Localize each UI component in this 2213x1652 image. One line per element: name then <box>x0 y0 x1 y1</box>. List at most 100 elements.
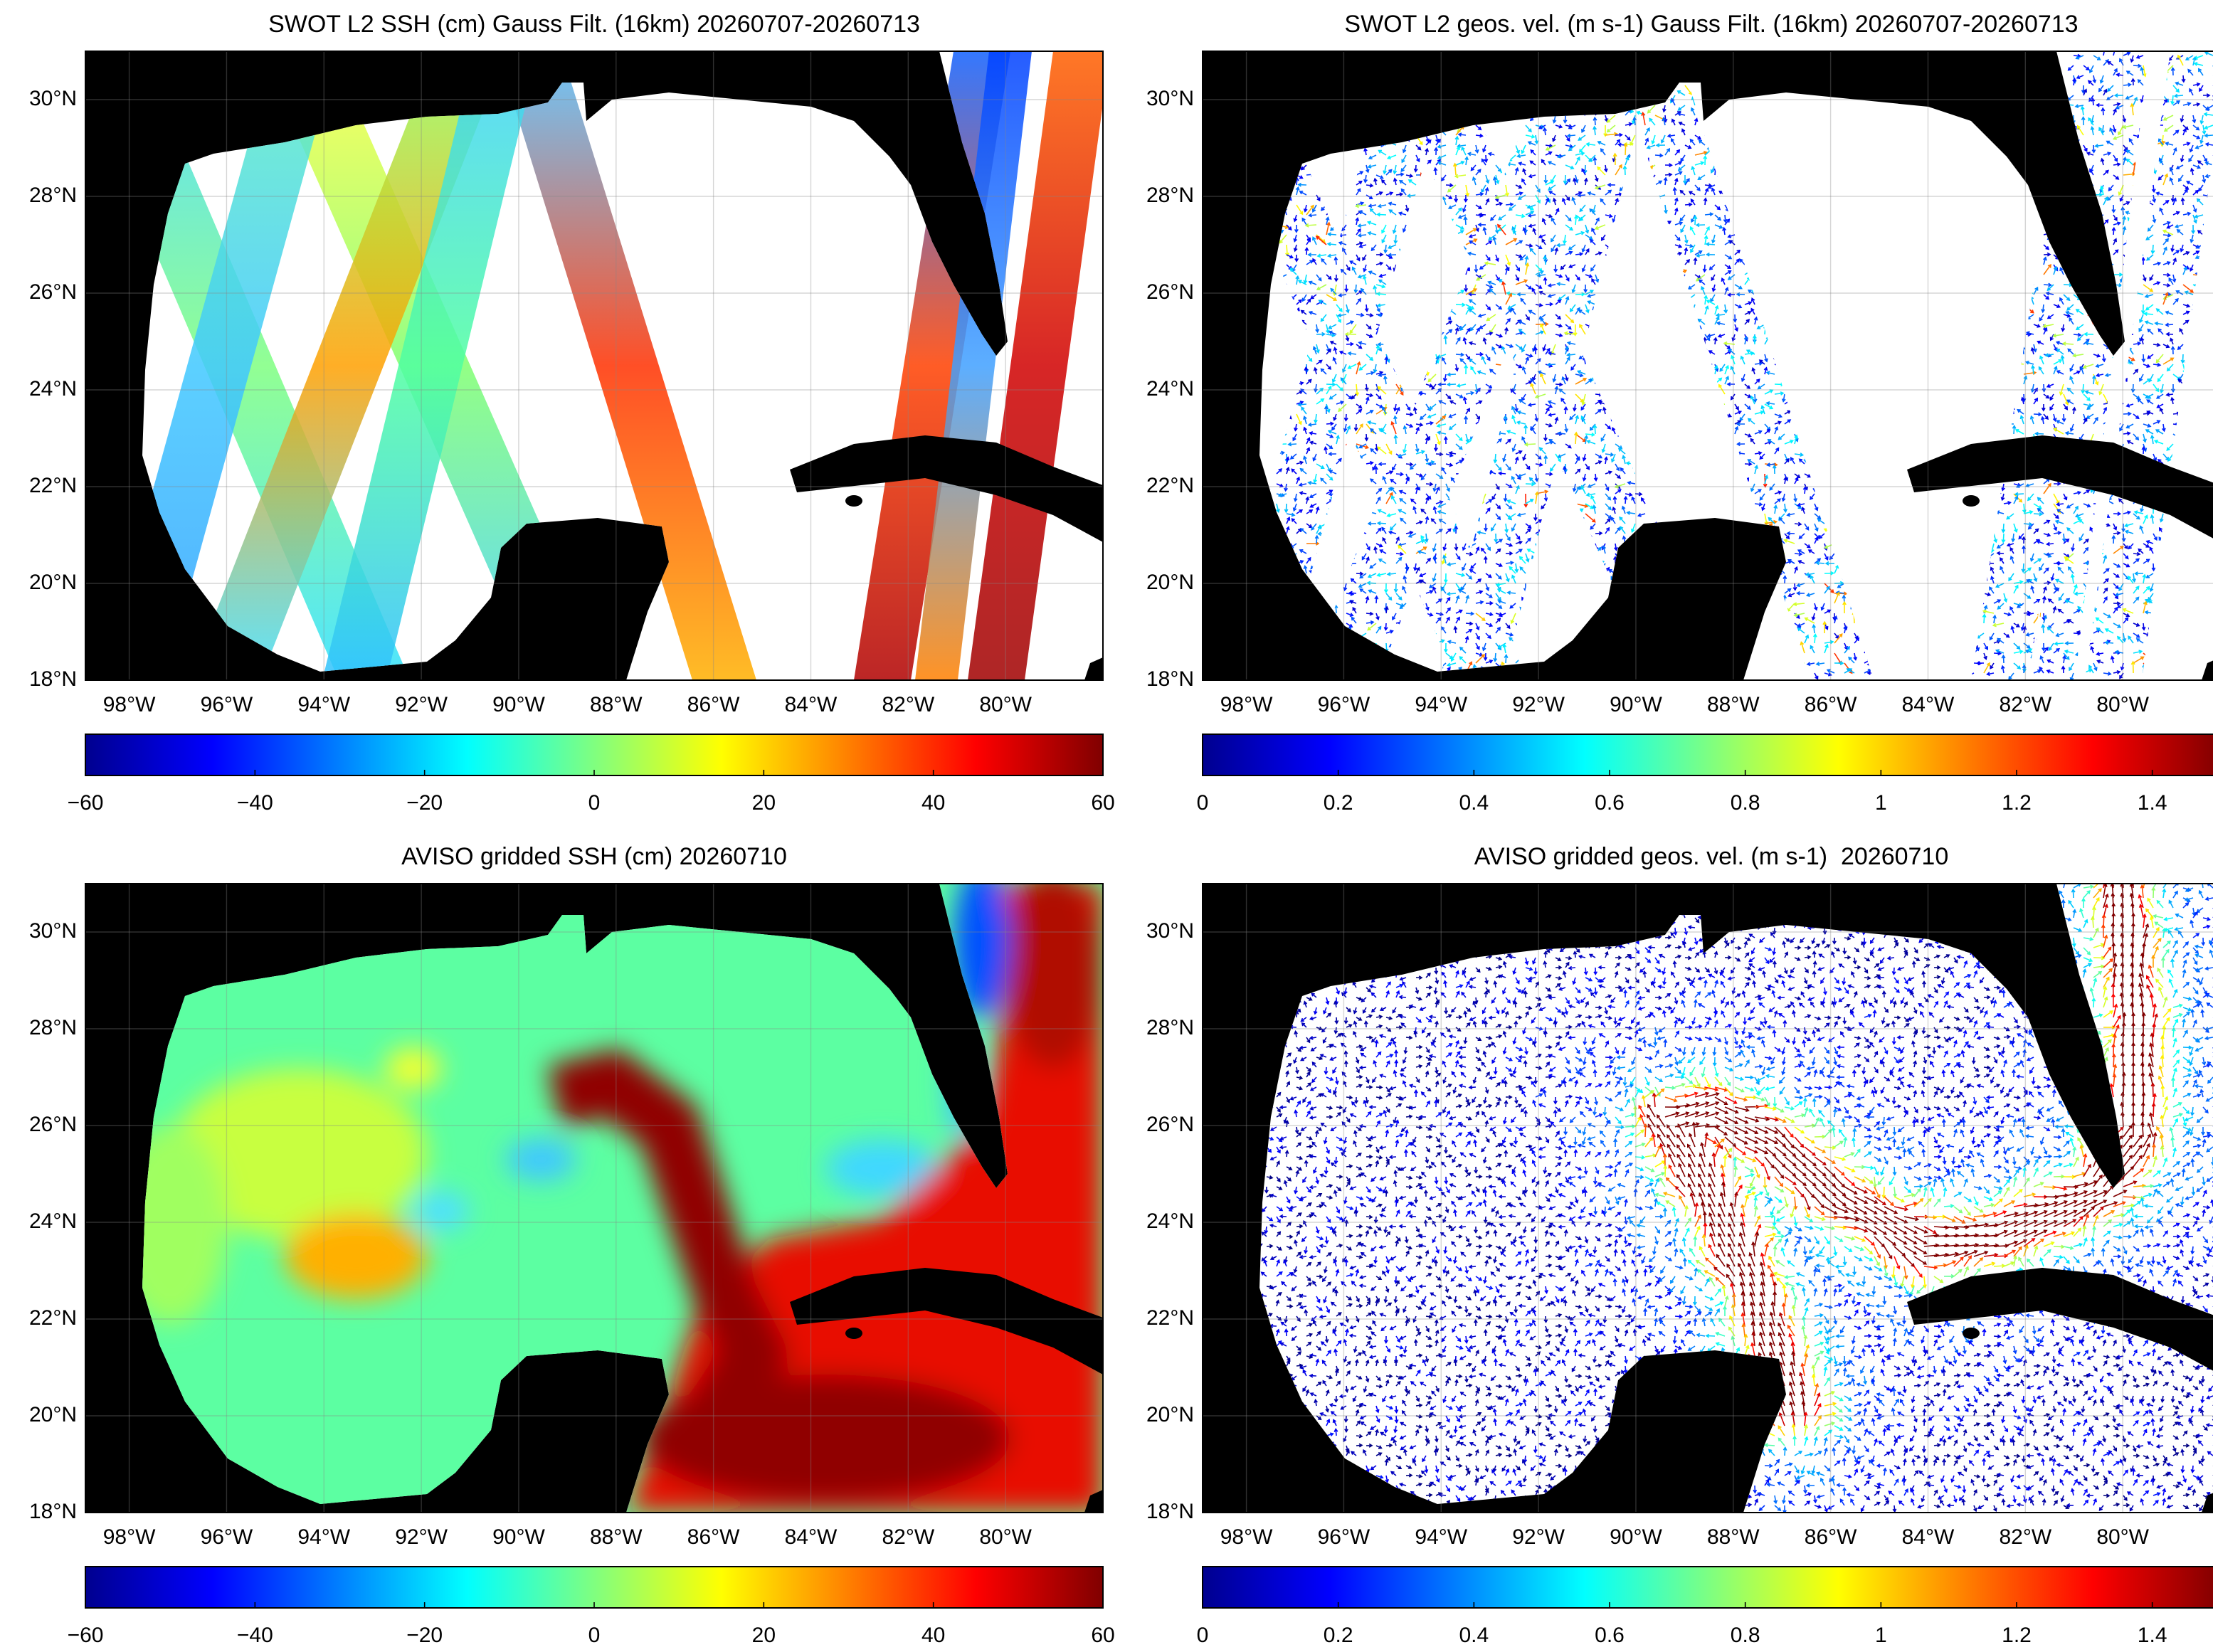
velocity-arrow <box>1545 403 1553 408</box>
velocity-arrow <box>1378 273 1387 278</box>
velocity-arrow <box>1400 188 1407 196</box>
velocity-arrow <box>2155 429 2164 435</box>
velocity-arrow <box>1312 346 1317 355</box>
velocity-arrow <box>1590 494 1596 504</box>
velocity-arrow <box>1511 307 1516 315</box>
velocity-arrow <box>2192 250 2200 255</box>
velocity-arrow <box>2043 393 2050 399</box>
velocity-arrow <box>2193 62 2204 66</box>
velocity-arrow <box>1474 144 1479 154</box>
velocity-arrow <box>1554 386 1559 395</box>
velocity-arrow <box>1494 194 1506 199</box>
velocity-arrow <box>1625 492 1633 497</box>
velocity-arrow <box>1504 523 1509 534</box>
velocity-arrow <box>1547 161 1556 166</box>
velocity-arrow <box>1760 405 1765 415</box>
velocity-arrow <box>1415 443 1420 453</box>
velocity-arrow <box>1704 187 1709 196</box>
velocity-arrow <box>2140 66 2144 76</box>
velocity-arrow <box>1472 176 1477 186</box>
velocity-arrow <box>1515 144 1520 154</box>
velocity-arrow <box>2030 383 2035 393</box>
velocity-arrow <box>1420 508 1427 514</box>
velocity-arrow <box>1402 224 1407 233</box>
velocity-arrow <box>2077 125 2084 136</box>
velocity-arrow <box>1425 421 1435 425</box>
velocity-arrow <box>1713 337 1718 345</box>
velocity-arrow <box>1388 201 1397 206</box>
velocity-arrow <box>2128 137 2134 146</box>
velocity-arrow <box>1315 506 1320 514</box>
velocity-arrow <box>1564 423 1569 433</box>
velocity-arrow <box>1541 503 1546 509</box>
velocity-arrow <box>1595 217 1600 226</box>
velocity-arrow <box>1546 362 1556 367</box>
velocity-arrow <box>1597 166 1606 176</box>
velocity-arrow <box>1438 400 1447 405</box>
velocity-arrow <box>1320 368 1327 375</box>
velocity-arrow <box>2069 423 2074 433</box>
velocity-arrow <box>1585 463 1590 470</box>
velocity-arrow <box>1784 458 1790 465</box>
velocity-arrow <box>1568 125 1576 129</box>
velocity-arrow <box>1545 302 1554 307</box>
velocity-arrow <box>1504 327 1509 335</box>
velocity-arrow <box>2162 246 2167 255</box>
velocity-arrow <box>1435 355 1440 365</box>
velocity-arrow <box>2113 249 2119 255</box>
velocity-arrow <box>1605 213 1613 218</box>
velocity-arrow <box>1324 446 1329 455</box>
velocity-arrow <box>2118 184 2124 196</box>
velocity-arrow <box>2157 174 2164 181</box>
velocity-arrow <box>2159 513 2164 523</box>
velocity-arrow <box>1612 152 1617 166</box>
velocity-arrow <box>2072 78 2076 86</box>
velocity-arrow <box>1321 258 1327 265</box>
velocity-arrow <box>2043 294 2050 300</box>
velocity-arrow <box>2130 55 2135 63</box>
velocity-arrow <box>1387 253 1397 258</box>
velocity-arrow <box>1571 196 1576 206</box>
y-tick-label: 22°N <box>29 474 77 497</box>
velocity-arrow <box>2066 387 2074 395</box>
velocity-arrow <box>1491 493 1496 501</box>
velocity-arrow <box>2203 112 2213 117</box>
velocity-arrow <box>1817 518 1825 524</box>
velocity-arrow <box>1395 406 1400 415</box>
velocity-arrow <box>1385 191 1394 196</box>
velocity-arrow <box>1388 244 1397 249</box>
velocity-arrow <box>2083 393 2091 401</box>
velocity-arrow <box>1465 228 1477 235</box>
velocity-arrow <box>1373 364 1378 374</box>
velocity-arrow <box>1764 389 1774 395</box>
velocity-arrow <box>1373 285 1378 295</box>
velocity-arrow <box>1368 154 1377 159</box>
velocity-arrow <box>1455 393 1464 398</box>
velocity-arrow <box>1594 224 1606 230</box>
velocity-arrow <box>2083 417 2088 425</box>
velocity-arrow <box>1744 462 1753 467</box>
velocity-arrow <box>1634 492 1643 497</box>
velocity-arrow <box>2162 261 2171 265</box>
velocity-arrow <box>1519 254 1526 261</box>
velocity-arrow <box>2043 244 2050 250</box>
velocity-arrow <box>2157 374 2164 383</box>
velocity-arrow <box>1774 447 1780 455</box>
velocity-arrow <box>1515 184 1523 189</box>
velocity-arrow <box>2043 519 2051 524</box>
velocity-arrow <box>1595 408 1602 415</box>
velocity-arrow <box>2076 516 2084 524</box>
velocity-arrow <box>1565 345 1569 355</box>
velocity-arrow <box>1467 152 1477 157</box>
velocity-arrow <box>1415 423 1424 427</box>
velocity-arrow <box>1306 447 1311 455</box>
velocity-arrow <box>1587 300 1596 305</box>
velocity-arrow <box>1739 413 1745 422</box>
velocity-arrow <box>2109 127 2114 136</box>
velocity-arrow <box>1331 423 1337 431</box>
velocity-arrow <box>1402 144 1407 154</box>
velocity-arrow <box>1565 356 1570 365</box>
velocity-arrow <box>1528 309 1536 315</box>
velocity-arrow <box>1543 255 1548 265</box>
